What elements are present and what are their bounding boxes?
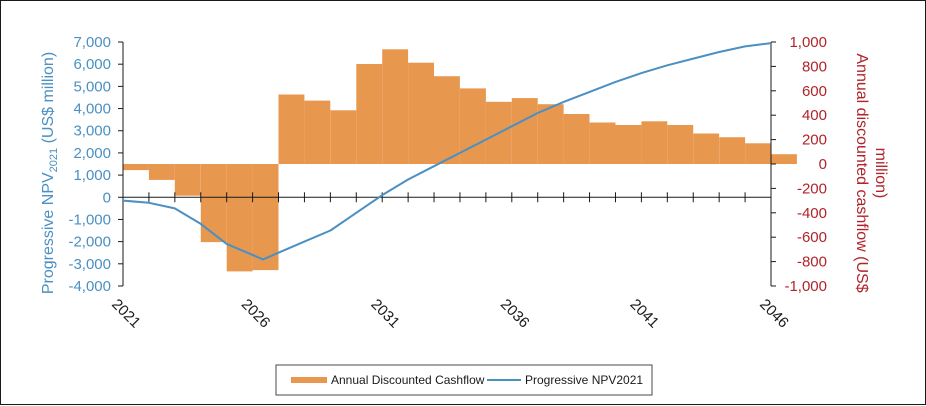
right-tick-label: 400 [802,107,827,124]
npv-line-layer [122,42,772,261]
cashflow-bar [537,104,564,164]
x-tick-label: 2026 [238,296,274,332]
cashflow-bar [200,164,227,243]
cashflow-bar [460,88,486,164]
cashflow-bar [719,137,746,164]
cashflow-bar [745,143,771,164]
cashflow-bar [226,164,253,272]
cashflow-bar [589,122,616,164]
cashflow-bar [278,94,305,164]
right-tick-label: 0 [819,156,827,173]
right-tick-label: 1,000 [789,34,827,51]
cashflow-bar [563,114,590,164]
cashflow-bar [252,164,279,271]
left-tick-label: -1,000 [68,211,111,228]
tick-labels: -4,000 -3,000 -2,000 -1,000 0 1,000 2,000 3,000… [68,34,827,331]
right-tick-label: 800 [802,58,827,75]
left-tick-label: 2,000 [73,145,111,162]
left-tick-label: 1,000 [73,167,111,184]
right-tick-label: -400 [797,205,827,222]
x-tick-label: 2036 [497,296,533,332]
cashflow-bar [615,125,642,164]
left-tick-label: 4,000 [73,101,111,118]
cashflow-bar [641,121,668,164]
left-tick-label: -4,000 [68,278,111,295]
left-axis-title: Progressive NPV2021 (US$ million) [40,52,60,294]
right-tick-label: -800 [797,254,827,271]
legend-swatch-cashflow [291,377,327,383]
legend-label-npv: Progressive NPV2021 [525,373,643,387]
cashflow-bar [148,164,175,180]
cashflow-bar [174,164,201,196]
right-tick-label: 600 [802,83,827,100]
legend: Annual Discounted Cashflow Progressive N… [275,364,653,396]
cashflow-bar [693,133,720,164]
cashflow-bar [771,154,797,164]
cashflow-bar [511,98,538,164]
x-tick-label: 2041 [627,296,663,332]
left-tick-label: 7,000 [73,34,111,51]
cashflow-bar [667,125,694,164]
chart-axes [118,41,776,287]
right-tick-label: 200 [802,132,827,149]
right-axis-title-line2: million) [872,148,889,199]
left-tick-label: -2,000 [68,234,111,251]
x-tick-label: 2021 [108,296,144,332]
right-tick-label: -1,000 [784,278,827,295]
left-tick-label: 6,000 [73,56,111,73]
right-axis-title: Annual discounted cashflow (US$ [853,53,870,292]
left-tick-label: 5,000 [73,78,111,95]
x-tick-label: 2046 [756,296,792,332]
left-tick-label: 3,000 [73,123,111,140]
legend-box [275,364,653,396]
npv-line [122,42,772,261]
x-tick-label: 2031 [367,296,403,332]
left-tick-label: -3,000 [68,256,111,273]
right-tick-label: -200 [797,180,827,197]
cashflow-bar [434,76,460,164]
right-tick-label: -600 [797,229,827,246]
legend-label-cashflow: Annual Discounted Cashflow [331,373,485,387]
cashflow-bar [304,100,331,164]
cashflow-bar [330,110,357,164]
cashflow-bar [382,49,409,164]
cashflow-bar [356,64,383,164]
cashflow-bar [408,62,434,165]
left-tick-label: 0 [103,189,111,206]
cashflow-bar [123,164,149,171]
cashflow-bars [123,49,797,272]
